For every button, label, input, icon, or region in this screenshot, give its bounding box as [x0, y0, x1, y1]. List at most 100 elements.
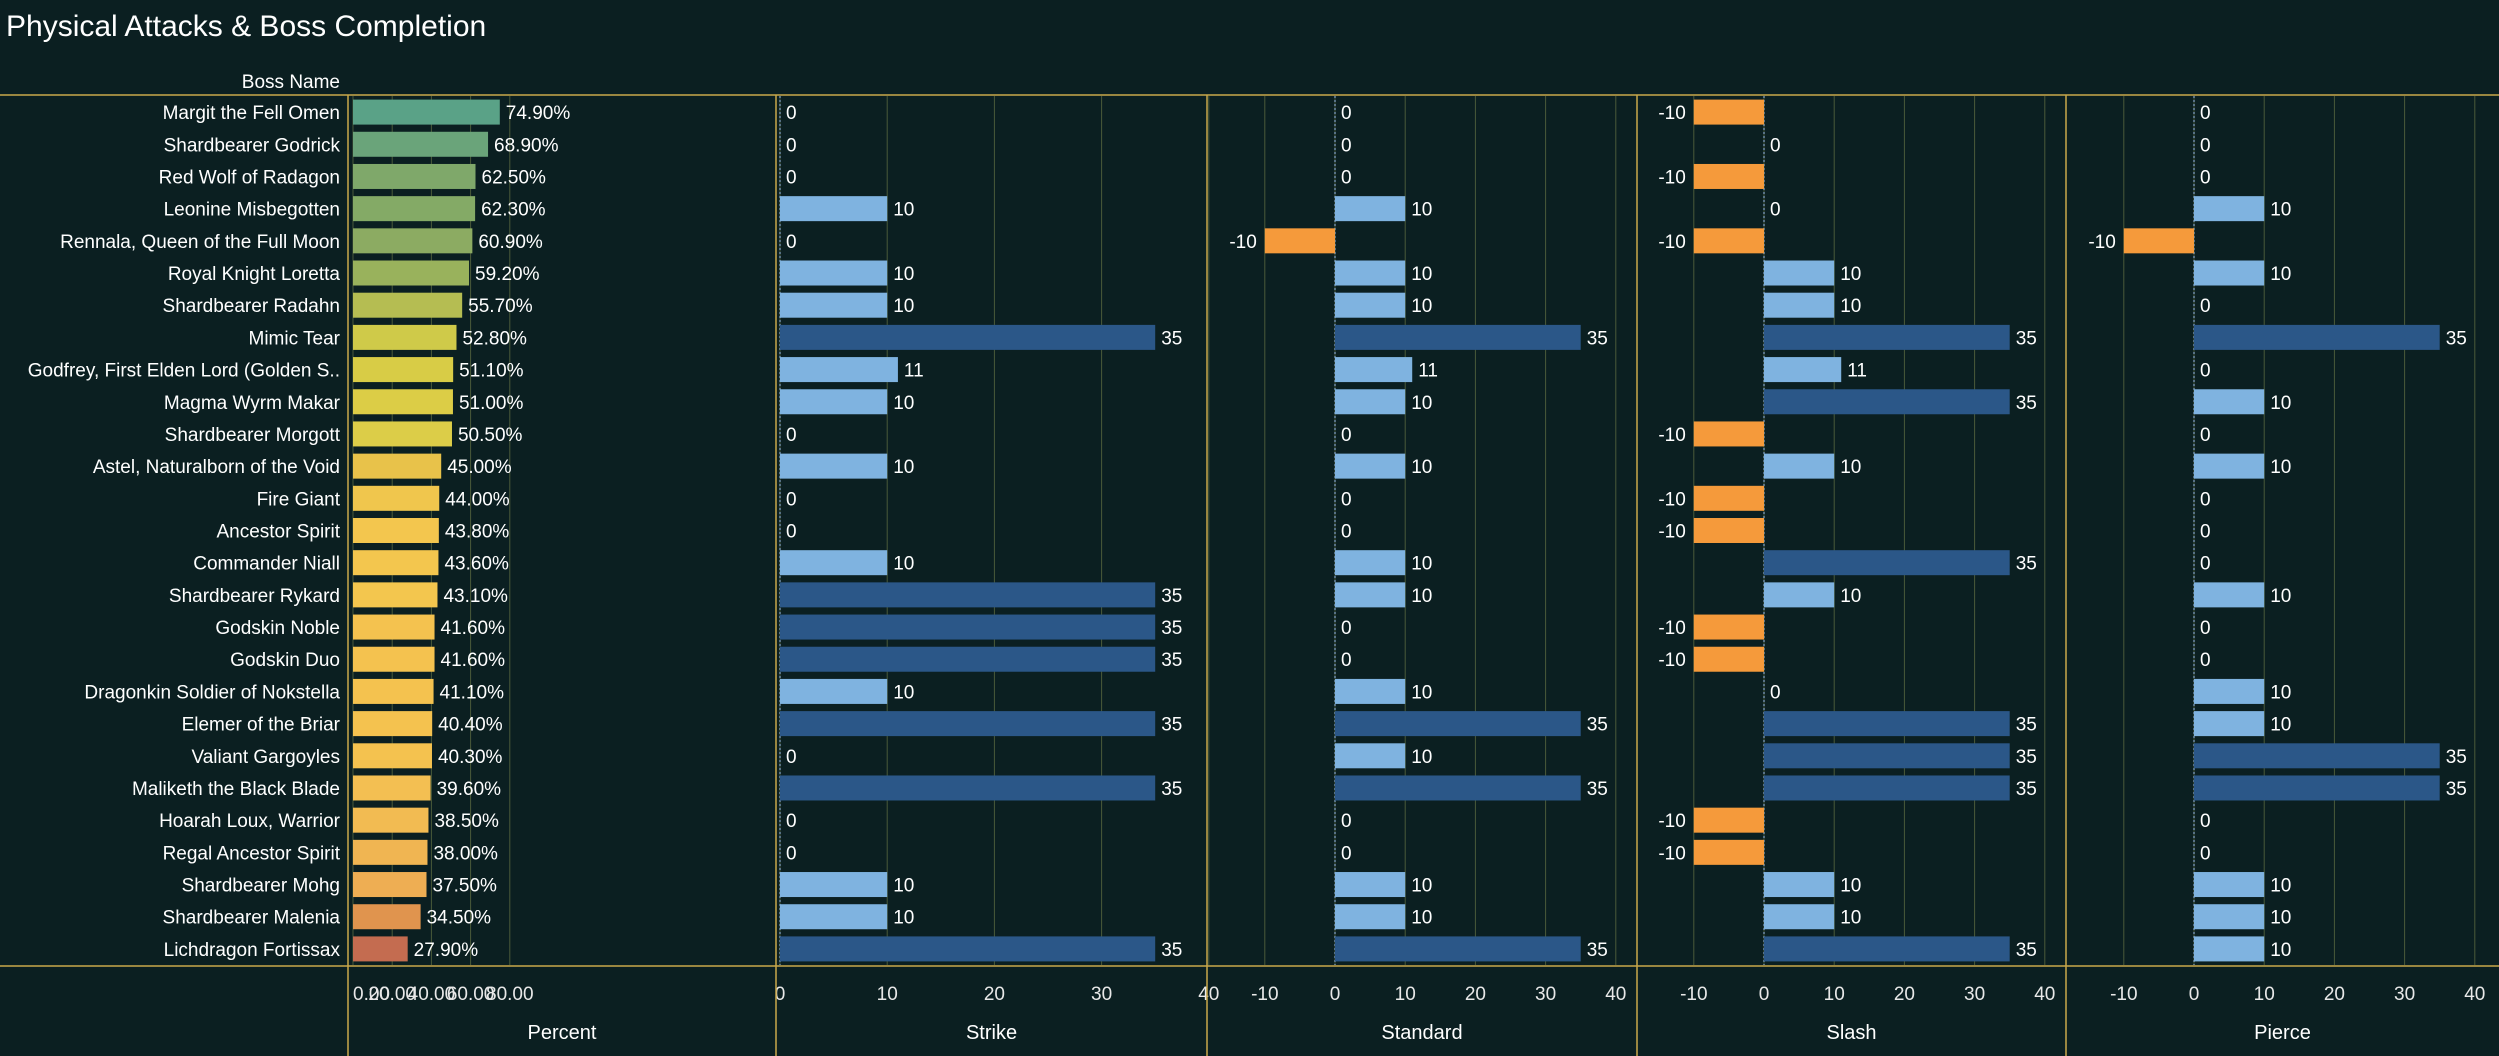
data-label: -10 [1658, 522, 1685, 543]
data-label: 10 [1411, 682, 1432, 703]
data-label: 35 [2016, 940, 2037, 961]
data-label: 10 [2270, 586, 2291, 607]
bar-standard [1335, 775, 1581, 801]
axis-title: Strike [966, 1022, 1017, 1044]
data-label: 10 [1411, 554, 1432, 575]
data-label: 39.60% [437, 779, 502, 800]
bar-percent [353, 614, 435, 640]
bar-percent [353, 421, 452, 447]
data-label: 27.90% [414, 940, 479, 961]
bar-slash [1764, 260, 1835, 286]
bar-percent [353, 872, 427, 898]
frame-layer [0, 94, 2499, 1056]
bar-percent [353, 743, 432, 769]
data-label: 10 [1411, 296, 1432, 317]
bar-percent [353, 324, 457, 350]
bar-slash [1764, 872, 1835, 898]
data-label: -10 [1658, 843, 1685, 864]
bar-standard [1335, 743, 1406, 769]
data-label: 74.90% [506, 103, 571, 124]
data-label: 35 [1161, 650, 1182, 671]
bar-pierce [2194, 904, 2265, 930]
bar-percent [353, 582, 438, 608]
bar-slash [1764, 357, 1842, 383]
boss-name-label: Godskin Duo [230, 650, 340, 671]
bar-strike [780, 550, 888, 576]
axis-tick-label: 40 [2034, 984, 2055, 1005]
axis-tick-label: 40 [1605, 984, 1626, 1005]
data-label: 11 [904, 361, 924, 382]
data-label: 10 [893, 554, 914, 575]
bar-standard [1335, 292, 1406, 318]
data-label: 41.60% [441, 618, 506, 639]
axis-tick-label: 10 [877, 984, 898, 1005]
bar-pierce [2194, 324, 2440, 350]
boss-name-label: Shardbearer Malenia [163, 908, 341, 929]
bar-percent [353, 131, 489, 157]
bar-pierce [2194, 453, 2265, 479]
data-label: 45.00% [447, 457, 512, 478]
data-label: 0 [1770, 135, 1781, 156]
bar-standard [1335, 389, 1406, 415]
bar-strike [780, 260, 888, 286]
axis-tick-label: 20 [1465, 984, 1486, 1005]
data-label: 52.80% [462, 328, 527, 349]
bar-strike [780, 453, 888, 479]
bar-slash [1693, 485, 1764, 511]
boss-name-label: Fire Giant [257, 489, 341, 510]
data-label: 0 [1341, 618, 1352, 639]
bar-pierce [2194, 582, 2265, 608]
axis-tick-label: 0 [2189, 984, 2200, 1005]
data-label: 0 [2200, 296, 2211, 317]
bar-standard [1335, 260, 1406, 286]
bar-pierce [2194, 260, 2265, 286]
data-label: 10 [1840, 296, 1861, 317]
data-label: 10 [2270, 393, 2291, 414]
bar-pierce [2194, 743, 2440, 769]
bar-pierce [2123, 228, 2194, 254]
bar-slash [1764, 292, 1835, 318]
bar-percent [353, 485, 440, 511]
boss-name-label: Valiant Gargoyles [191, 747, 340, 768]
bar-slash [1764, 550, 2010, 576]
data-label: 10 [1411, 908, 1432, 929]
data-label: 0 [1341, 811, 1352, 832]
data-label: 35 [2016, 779, 2037, 800]
bar-percent [353, 904, 421, 930]
data-label: 10 [1411, 200, 1432, 221]
bar-percent [353, 99, 500, 125]
axis-title: Pierce [2254, 1022, 2311, 1044]
data-label: 10 [2270, 457, 2291, 478]
bar-pierce [2194, 872, 2265, 898]
data-label: 0 [1341, 103, 1352, 124]
data-label: 10 [893, 200, 914, 221]
bar-percent [353, 678, 434, 704]
data-label: 43.80% [445, 522, 510, 543]
axis-tick-label: 80.00 [486, 984, 534, 1005]
data-label: 55.70% [468, 296, 533, 317]
data-label: 0 [2200, 843, 2211, 864]
axis-tick-label: 30 [1964, 984, 1985, 1005]
axis-tick-label: 0.00 [353, 984, 390, 1005]
data-label: 35 [2016, 747, 2037, 768]
data-label: 10 [2270, 200, 2291, 221]
boss-name-label: Godskin Noble [215, 618, 340, 639]
data-label: 0 [1770, 682, 1781, 703]
data-label: 0 [786, 489, 797, 510]
data-label: 10 [893, 908, 914, 929]
bar-strike [780, 678, 888, 704]
data-label: 10 [1411, 264, 1432, 285]
data-label: 40.30% [438, 747, 503, 768]
bar-strike [780, 904, 888, 930]
data-label: 10 [1411, 457, 1432, 478]
data-label: 41.10% [440, 682, 505, 703]
axis-tick-label: 40.00 [408, 984, 456, 1005]
boss-name-label: Royal Knight Loretta [168, 264, 341, 285]
bar-standard [1335, 550, 1406, 576]
data-label: 0 [2200, 135, 2211, 156]
axis-tick-label: 10 [1824, 984, 1845, 1005]
bar-slash [1693, 228, 1764, 254]
bar-pierce [2194, 711, 2265, 737]
boss-name-label: Shardbearer Morgott [165, 425, 341, 446]
boss-name-label: Ancestor Spirit [216, 522, 340, 543]
